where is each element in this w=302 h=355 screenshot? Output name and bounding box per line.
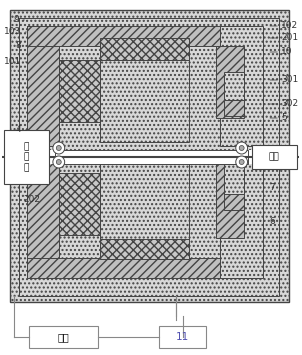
Text: 10: 10 — [281, 48, 293, 56]
Circle shape — [56, 159, 61, 164]
Text: 102: 102 — [281, 22, 298, 31]
Bar — [100, 60, 188, 142]
Bar — [59, 60, 100, 122]
Text: 8: 8 — [16, 42, 21, 50]
Bar — [100, 38, 188, 60]
Circle shape — [239, 146, 244, 151]
Bar — [10, 10, 289, 302]
Bar — [27, 258, 224, 278]
Text: 101: 101 — [4, 58, 21, 66]
Text: 7: 7 — [269, 184, 275, 192]
Bar — [224, 72, 244, 100]
Circle shape — [53, 156, 65, 168]
Bar — [27, 155, 59, 275]
Bar — [4, 130, 49, 184]
Text: 11: 11 — [176, 332, 189, 342]
Bar — [159, 326, 206, 348]
Text: 4: 4 — [16, 126, 21, 135]
Circle shape — [236, 156, 248, 168]
Bar — [224, 100, 244, 116]
Circle shape — [236, 142, 248, 154]
Text: 202: 202 — [23, 196, 40, 204]
Text: 9: 9 — [14, 16, 19, 24]
Bar — [216, 164, 244, 238]
Bar — [100, 155, 188, 239]
Bar — [59, 173, 100, 235]
Text: 201: 201 — [281, 33, 298, 43]
Bar — [55, 150, 248, 164]
Bar — [19, 18, 279, 155]
Text: 103: 103 — [4, 27, 21, 37]
Bar — [27, 26, 59, 146]
Text: 原
动
机: 原 动 机 — [24, 142, 29, 172]
Text: 6: 6 — [269, 218, 275, 226]
Text: 负载: 负载 — [269, 153, 279, 162]
Bar — [19, 18, 279, 294]
Bar — [216, 46, 244, 118]
Bar — [29, 326, 98, 348]
Text: 5: 5 — [281, 114, 287, 122]
Bar — [224, 194, 244, 210]
Text: 301: 301 — [281, 76, 298, 84]
Text: 302: 302 — [281, 99, 298, 109]
Bar — [224, 164, 244, 194]
Bar — [220, 155, 263, 278]
Bar — [2, 150, 299, 164]
Bar — [100, 239, 188, 259]
Bar — [19, 155, 279, 296]
Circle shape — [239, 159, 244, 164]
Circle shape — [56, 146, 61, 151]
Circle shape — [53, 142, 65, 154]
Text: 电网: 电网 — [58, 332, 69, 342]
Bar — [252, 145, 297, 169]
Bar — [27, 26, 224, 46]
Bar — [220, 26, 263, 146]
